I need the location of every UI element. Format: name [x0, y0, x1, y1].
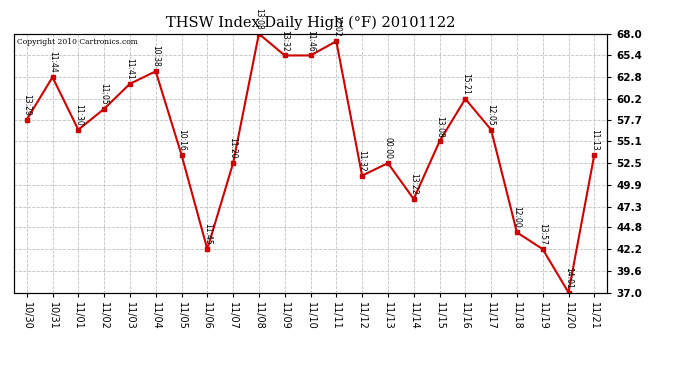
Text: 15:21: 15:21 — [461, 73, 470, 95]
Text: 00:00: 00:00 — [384, 137, 393, 159]
Text: 12:02: 12:02 — [332, 15, 341, 37]
Text: 12:05: 12:05 — [486, 104, 495, 126]
Text: 11:46: 11:46 — [306, 30, 315, 51]
Text: 14:01: 14:01 — [564, 267, 573, 288]
Text: 13:57: 13:57 — [538, 223, 547, 245]
Text: 12:00: 12:00 — [513, 207, 522, 228]
Text: 11:44: 11:44 — [48, 51, 57, 73]
Text: 11:05: 11:05 — [99, 83, 108, 105]
Text: 11:20: 11:20 — [228, 137, 237, 159]
Text: 11:30: 11:30 — [74, 104, 83, 126]
Text: 13:08: 13:08 — [255, 8, 264, 30]
Text: 11:32: 11:32 — [357, 150, 366, 171]
Text: 13:29: 13:29 — [22, 94, 31, 116]
Text: 13:22: 13:22 — [409, 173, 418, 195]
Title: THSW Index Daily High (°F) 20101122: THSW Index Daily High (°F) 20101122 — [166, 15, 455, 30]
Text: 10:16: 10:16 — [177, 129, 186, 151]
Text: 11:45: 11:45 — [203, 223, 212, 245]
Text: 13:32: 13:32 — [280, 30, 289, 51]
Text: 11:13: 11:13 — [590, 129, 599, 151]
Text: 13:08: 13:08 — [435, 116, 444, 137]
Text: Copyright 2010 Cartronics.com: Copyright 2010 Cartronics.com — [17, 38, 137, 46]
Text: 11:41: 11:41 — [126, 58, 135, 80]
Text: 10:38: 10:38 — [151, 45, 160, 67]
